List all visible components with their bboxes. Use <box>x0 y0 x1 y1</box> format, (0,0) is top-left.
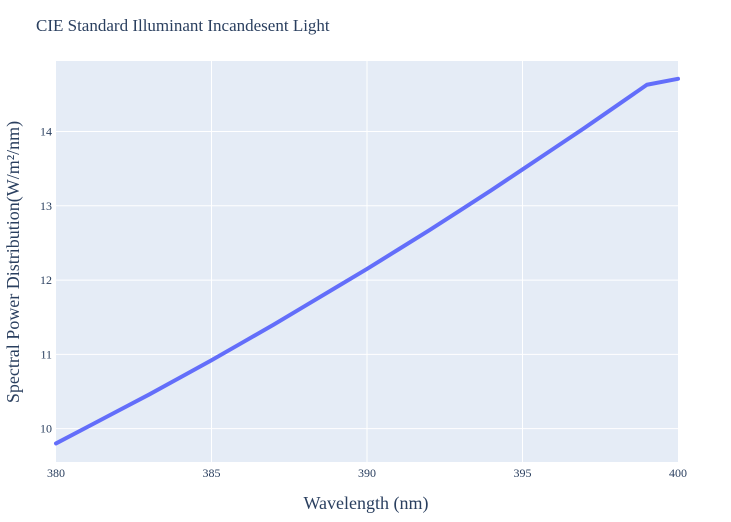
x-tick-label: 385 <box>203 466 221 480</box>
series-line <box>54 76 680 446</box>
y-axis-title: Spectral Power Distribution(W/m²/nm) <box>3 121 24 403</box>
y-tick-label: 10 <box>40 422 52 436</box>
y-tick-label: 11 <box>40 347 52 361</box>
x-tick-label: 380 <box>47 466 65 480</box>
y-tick-label: 12 <box>40 273 52 287</box>
x-gridlines <box>211 61 523 462</box>
series-layer <box>54 76 680 446</box>
x-axis-title: Wavelength (nm) <box>303 493 428 514</box>
x-tick-label: 390 <box>358 466 376 480</box>
x-tick-label: 400 <box>669 466 687 480</box>
x-tick-label: 395 <box>514 466 532 480</box>
y-tick-label: 13 <box>40 199 52 213</box>
chart-title: CIE Standard Illuminant Incandesent Ligh… <box>36 16 330 35</box>
y-tick-label: 14 <box>40 125 52 139</box>
y-gridlines <box>56 131 678 430</box>
y-tick-labels: 10 11 12 13 14 <box>40 125 52 436</box>
x-tick-labels: 380 385 390 395 400 <box>47 466 687 480</box>
